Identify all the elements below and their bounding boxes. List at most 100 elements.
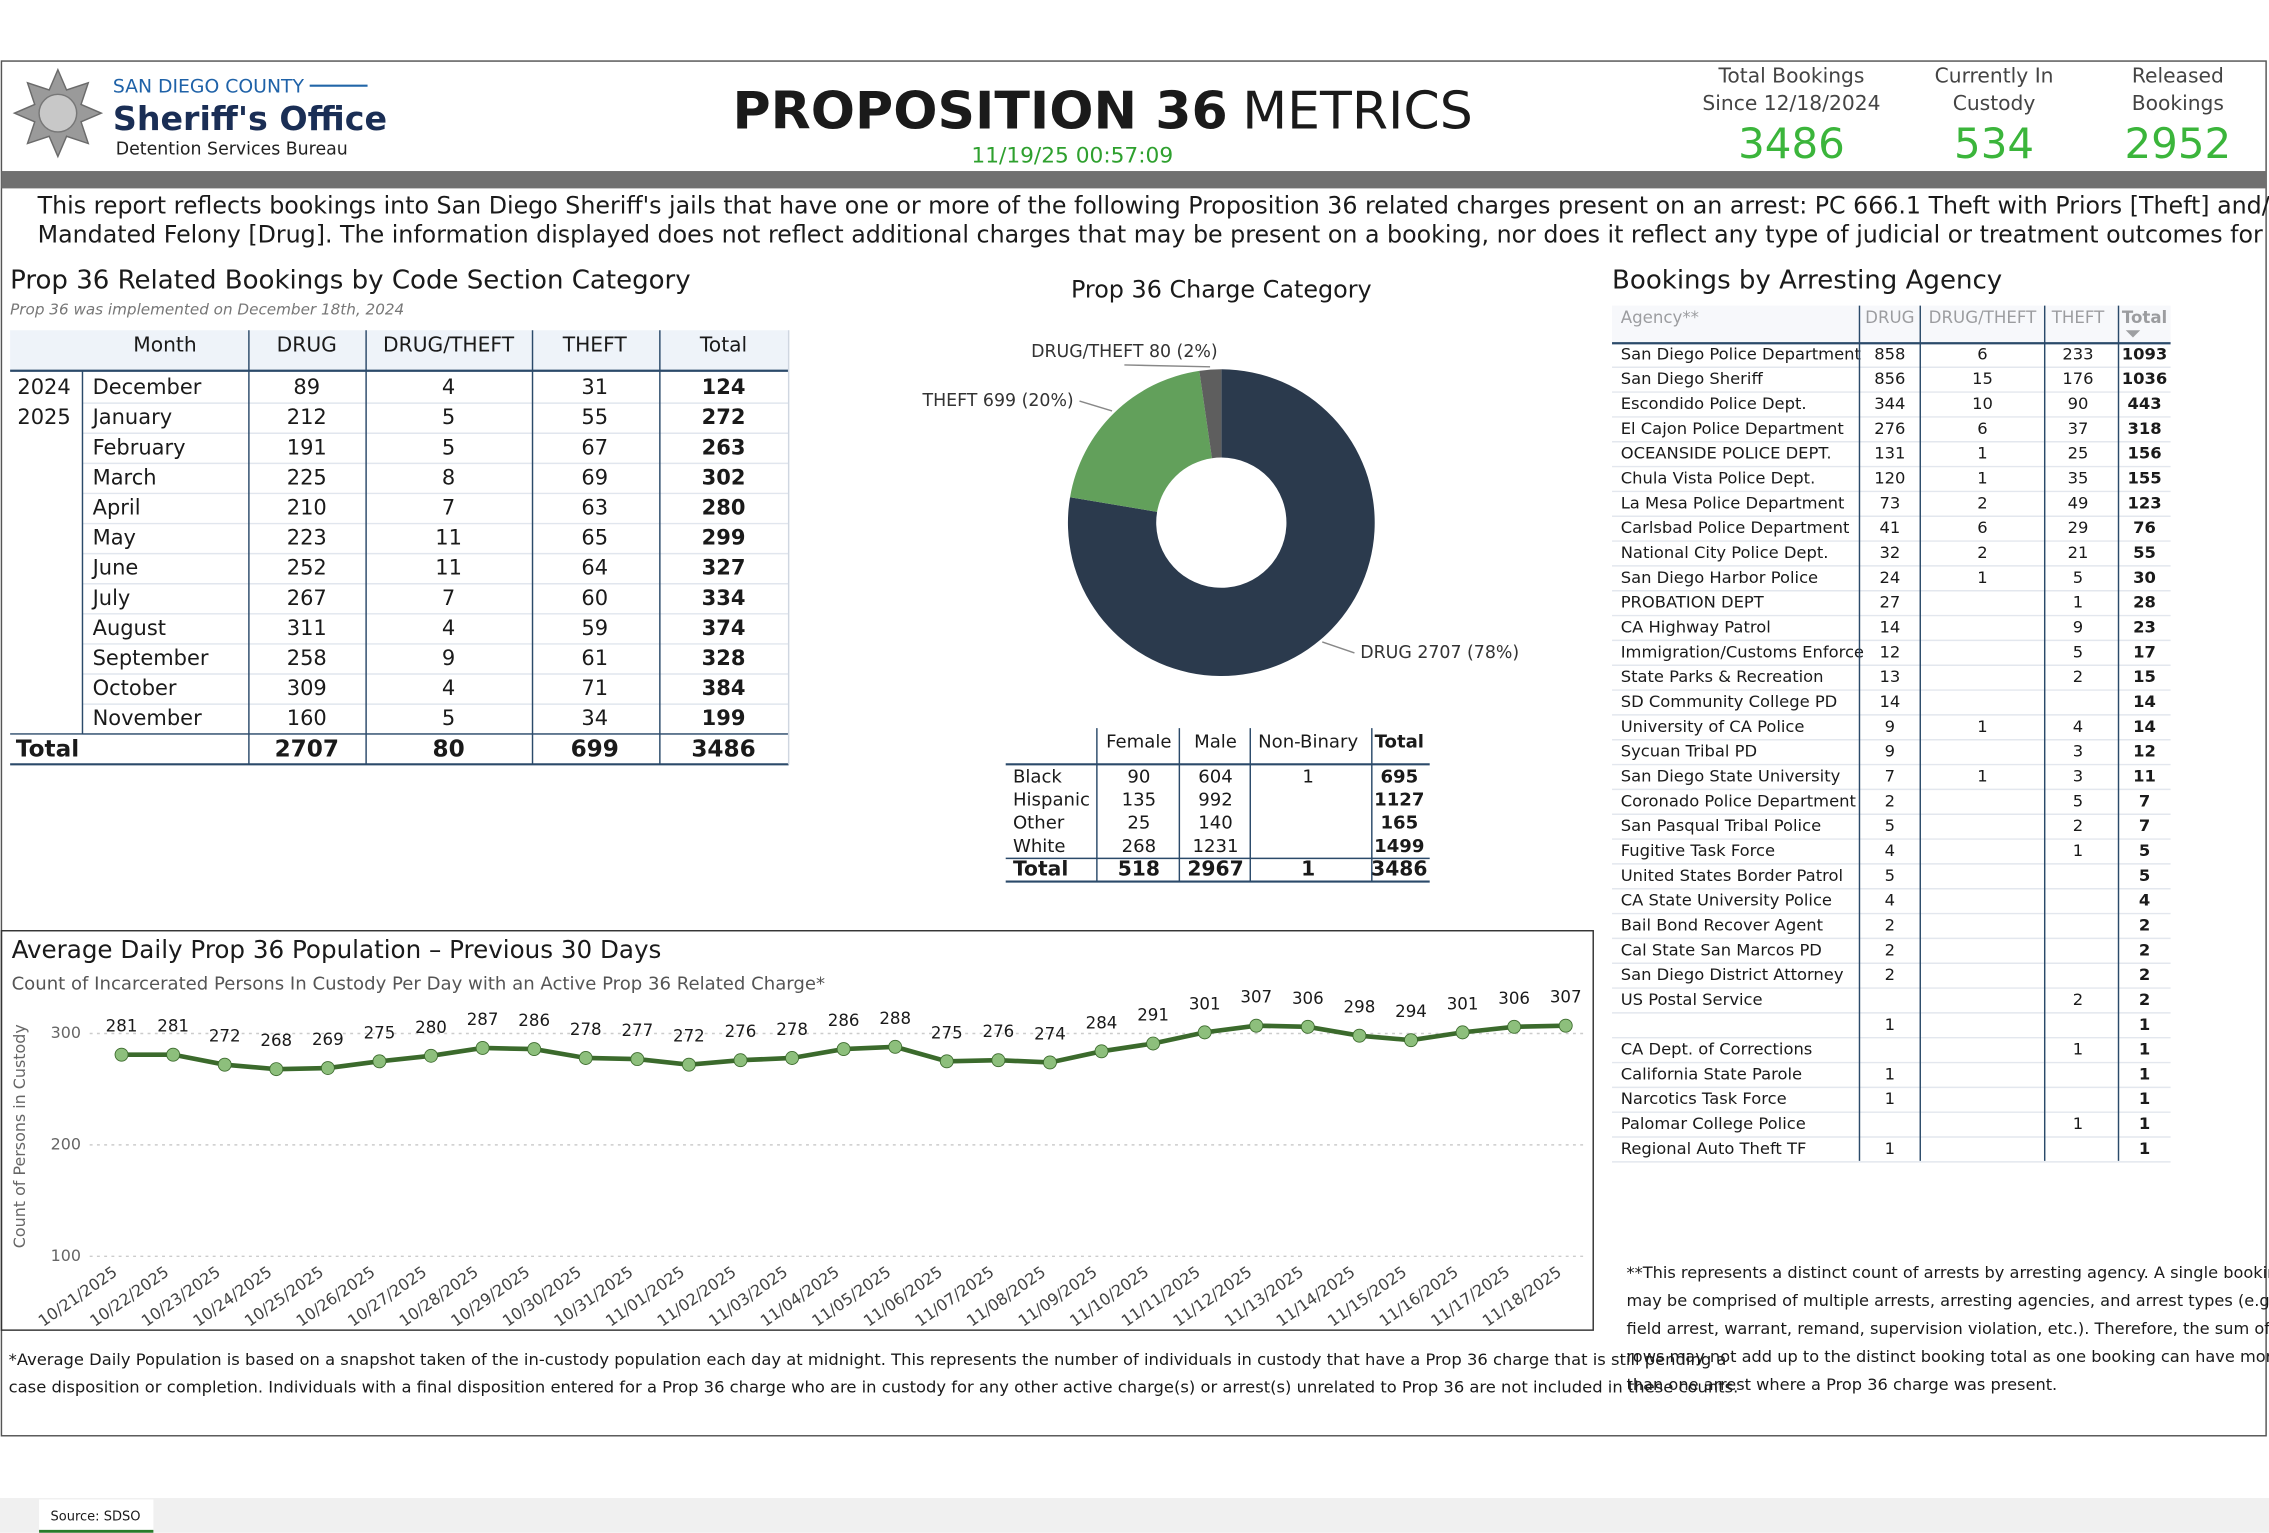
table-header-bg <box>1612 305 2171 344</box>
table-cell: 191 <box>287 435 327 459</box>
donut-slice <box>1199 369 1222 459</box>
table-cell: 1 <box>2139 1139 2150 1158</box>
intro-text: Mandated Felony [Drug]. The information … <box>38 221 2269 249</box>
kpi-label: Released <box>2132 63 2224 87</box>
year-label: 2024 <box>17 375 70 399</box>
report-title: PROPOSITION 36 METRICS <box>732 82 1472 142</box>
agency-name: State Parks & Recreation <box>1621 667 1824 686</box>
data-label: 278 <box>570 1020 602 1039</box>
column-header: Male <box>1194 732 1237 753</box>
total-label: Total <box>16 736 79 762</box>
table-cell: 4 <box>442 616 455 640</box>
data-label: 307 <box>1240 988 1272 1007</box>
table-cell: 5 <box>1885 816 1895 835</box>
table-cell: 328 <box>702 646 746 670</box>
table-cell: 2 <box>1885 940 1895 959</box>
table-cell: 2707 <box>275 736 339 762</box>
agency-name: CA Highway Patrol <box>1621 617 1771 636</box>
table-cell: 55 <box>581 405 608 429</box>
table-cell: 9 <box>1885 742 1895 761</box>
table-cell: 5 <box>2139 866 2150 885</box>
table-cell: 1 <box>2073 841 2083 860</box>
table-cell: 25 <box>2068 444 2089 463</box>
data-label: 274 <box>1034 1024 1066 1043</box>
agency-name: United States Border Patrol <box>1621 866 1843 885</box>
line-marker <box>1300 1019 1315 1034</box>
data-label: DRUG 2707 (78%) <box>1360 643 1519 663</box>
agency-name: San Diego Harbor Police <box>1621 568 1818 587</box>
table-cell: 1 <box>2073 593 2083 612</box>
org-name: Sheriff's Office <box>113 99 387 138</box>
table-cell: 89 <box>293 375 320 399</box>
month-label: April <box>93 495 141 519</box>
line-marker <box>630 1052 645 1067</box>
agency-name: Regional Auto Theft TF <box>1621 1139 1807 1158</box>
agency-name: Carlsbad Police Department <box>1621 518 1850 537</box>
table-cell: 12 <box>1879 642 1900 661</box>
agency-name: Sycuan Tribal PD <box>1621 742 1757 761</box>
footnote: case disposition or completion. Individu… <box>9 1378 1739 1397</box>
table-cell: 80 <box>432 736 464 762</box>
footnote: **This represents a distinct count of ar… <box>1627 1263 2269 1282</box>
total-label: Total <box>1013 856 1068 880</box>
data-label: DRUG/THEFT 80 (2%) <box>1031 342 1218 362</box>
table-cell: 165 <box>1380 813 1418 834</box>
data-label: 277 <box>621 1021 653 1040</box>
table-cell: 9 <box>1885 717 1895 736</box>
table-cell: 5 <box>442 405 455 429</box>
divider-bar <box>1 171 2267 189</box>
table-cell: 1 <box>2139 1114 2150 1133</box>
column-header: Month <box>133 333 196 357</box>
table-cell: 1 <box>1885 1089 1895 1108</box>
table-cell: 280 <box>702 495 746 519</box>
table-cell: 1093 <box>2122 344 2168 363</box>
table-cell: 7 <box>442 586 455 610</box>
agency-name: San Diego Police Department <box>1621 344 1862 363</box>
table-cell: 34 <box>581 706 608 730</box>
table-cell: 2 <box>2139 915 2150 934</box>
table-cell: 4 <box>1885 841 1895 860</box>
data-label: 301 <box>1447 994 1479 1013</box>
data-label: 278 <box>776 1020 808 1039</box>
table-cell: 695 <box>1380 766 1418 787</box>
kpi-value: 3486 <box>1738 119 1845 168</box>
column-header: THEFT <box>562 333 628 357</box>
row-label: Hispanic <box>1013 790 1090 811</box>
column-header: Total <box>1375 732 1424 753</box>
agency-name: Narcotics Task Force <box>1621 1089 1787 1108</box>
table-cell: 8 <box>442 465 455 489</box>
table-cell: 49 <box>2068 493 2089 512</box>
title-bold: PROPOSITION 36 <box>732 82 1227 142</box>
table-cell: 35 <box>2068 468 2089 487</box>
tab-label[interactable]: Source: SDSO <box>50 1509 140 1524</box>
sheet-tab[interactable] <box>39 1499 154 1533</box>
line-marker <box>1043 1055 1057 1070</box>
table-cell: 1231 <box>1193 836 1239 857</box>
table-cell: 14 <box>2133 692 2156 711</box>
table-cell: 6 <box>1977 518 1987 537</box>
table-cell: 7 <box>1885 766 1895 785</box>
agency-name: San Diego State University <box>1621 766 1841 785</box>
table-cell: 223 <box>287 526 327 550</box>
table-cell: 11 <box>435 556 462 580</box>
timestamp: 11/19/25 00:57:09 <box>971 144 1173 169</box>
table-cell: 1 <box>1885 1139 1895 1158</box>
table-cell: 71 <box>581 676 608 700</box>
table-cell: 67 <box>581 435 608 459</box>
line-marker <box>1558 1018 1573 1033</box>
table-cell: 6 <box>1977 344 1987 363</box>
line-marker <box>1249 1018 1264 1033</box>
table-cell: 2 <box>1885 965 1895 984</box>
table-cell: 5 <box>2073 791 2083 810</box>
month-label: June <box>91 556 139 580</box>
table-cell: 63 <box>581 495 608 519</box>
data-label: 269 <box>312 1030 344 1049</box>
table-cell: 268 <box>1122 836 1157 857</box>
kpi-label: Currently In <box>1935 63 2054 87</box>
line-chart-frame <box>0 930 1594 1331</box>
agency-name: National City Police Dept. <box>1621 543 1829 562</box>
table-cell: 155 <box>2127 468 2161 487</box>
table-cell: 4 <box>442 375 455 399</box>
month-label: July <box>91 586 131 610</box>
table-cell: 2 <box>2139 990 2150 1009</box>
